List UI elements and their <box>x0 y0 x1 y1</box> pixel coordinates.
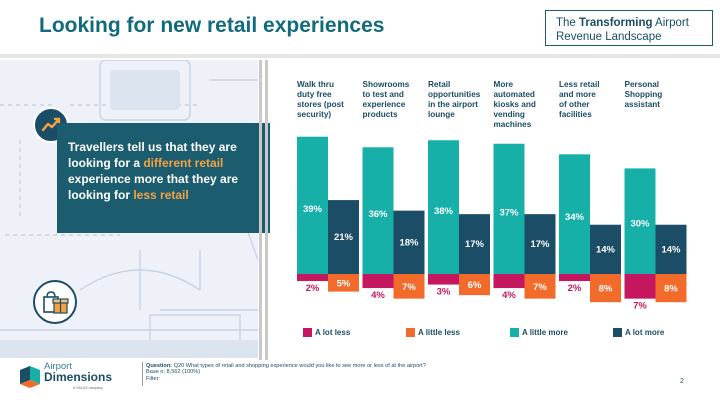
data-label-a-lot-less: 4% <box>371 290 385 301</box>
header-divider <box>0 54 720 58</box>
panel-separator <box>265 60 268 360</box>
bar-a-little-more <box>297 136 328 274</box>
legend-swatch-a-little-less <box>406 328 415 337</box>
data-label-a-little-more: 34% <box>565 212 585 223</box>
bar-a-little-more <box>559 154 590 274</box>
data-label-a-lot-more: 17% <box>530 239 550 250</box>
bar-a-lot-less <box>493 274 525 289</box>
data-label-a-little-more: 39% <box>303 204 323 215</box>
logo-tagline: A SALUS company <box>73 386 103 390</box>
category-label: kiosks and <box>494 100 536 109</box>
airport-illustration <box>0 60 258 358</box>
category-label: security) <box>297 110 331 119</box>
footer-divider <box>142 362 143 386</box>
bar-a-lot-more <box>459 214 490 274</box>
data-label-a-lot-more: 18% <box>399 237 419 248</box>
data-label-a-lot-less: 4% <box>502 290 516 301</box>
category-label: machines <box>494 120 532 129</box>
bar-a-lot-less <box>559 274 590 282</box>
legend-swatch-a-little-more <box>510 328 519 337</box>
bar-a-lot-more <box>524 214 556 274</box>
data-label-a-little-more: 30% <box>630 218 650 229</box>
data-label-a-lot-less: 2% <box>306 283 320 294</box>
category-label: automated <box>494 90 535 99</box>
legend-label-a-little-less: A little less <box>418 328 460 337</box>
insight-callout: Travellers tell us that they are looking… <box>57 123 270 233</box>
page-title: Looking for new retail experiences <box>39 14 385 37</box>
bar-a-little-less <box>459 274 490 296</box>
category-label: in the airport <box>428 100 478 109</box>
bar-a-lot-more <box>328 200 359 274</box>
category-label: lounge <box>428 110 455 119</box>
data-label-a-lot-less: 3% <box>437 287 451 298</box>
data-label-a-little-less: 8% <box>599 284 613 295</box>
data-label-a-lot-more: 14% <box>596 244 616 255</box>
data-label-a-lot-less: 7% <box>633 301 647 312</box>
legend-label-a-little-more: A little more <box>522 328 568 337</box>
bar-a-lot-less <box>297 274 328 282</box>
data-label-a-little-more: 38% <box>434 206 454 217</box>
category-label: assistant <box>625 100 661 109</box>
bar-a-little-more <box>493 143 525 274</box>
category-label: Walk thru <box>297 80 334 89</box>
legend-swatch-a-lot-more <box>613 328 622 337</box>
category-label: Shopping <box>625 90 663 99</box>
category-label: opportunities <box>428 90 481 99</box>
data-label-a-little-more: 36% <box>368 209 388 220</box>
bar-a-little-more <box>428 140 459 274</box>
survey-footnote: Question: Q20 What types of retail and s… <box>146 363 426 382</box>
logo-wordmark: Airport Dimensions <box>44 361 113 384</box>
data-label-a-little-less: 7% <box>402 282 416 293</box>
data-label-a-lot-more: 21% <box>334 232 354 243</box>
bar-a-little-less <box>524 274 556 299</box>
category-label: Less retail <box>559 80 600 89</box>
legend-label-a-lot-less: A lot less <box>315 328 351 337</box>
category-label: Retail <box>428 80 450 89</box>
bar-a-lot-more <box>393 210 425 274</box>
data-label-a-lot-more: 17% <box>465 239 485 250</box>
data-label-a-lot-less: 2% <box>568 283 582 294</box>
legend-label-a-lot-more: A lot more <box>625 328 665 337</box>
data-label-a-little-less: 8% <box>664 284 678 295</box>
category-label: Personal <box>625 80 660 89</box>
airport-dimensions-logo <box>18 362 138 394</box>
category-label: facilities <box>559 110 592 119</box>
data-label-a-little-more: 37% <box>499 207 519 218</box>
bar-a-lot-more <box>590 224 621 274</box>
report-subtitle: The Transforming Airport Revenue Landsca… <box>545 10 713 46</box>
bar-a-lot-less <box>624 274 656 299</box>
bar-a-little-less <box>655 274 687 303</box>
page-number: 2 <box>680 378 684 385</box>
data-label-a-little-less: 7% <box>533 282 547 293</box>
bar-a-little-less <box>590 274 621 303</box>
bar-a-lot-more <box>655 224 687 274</box>
category-label: vending <box>494 110 525 119</box>
category-label: and more <box>559 90 596 99</box>
bar-a-little-less <box>328 274 359 292</box>
category-label: More <box>494 80 514 89</box>
panel-separator <box>259 60 262 360</box>
data-label-a-lot-more: 14% <box>661 244 681 255</box>
bar-a-lot-less <box>362 274 394 289</box>
category-label: products <box>363 110 398 119</box>
bar-a-little-more <box>362 147 394 274</box>
category-label: of other <box>559 100 590 109</box>
category-label: experience <box>363 100 406 109</box>
data-label-a-little-less: 6% <box>468 280 482 291</box>
category-label: Showrooms <box>363 80 410 89</box>
category-label: stores (post <box>297 100 344 109</box>
bar-a-little-less <box>393 274 425 299</box>
bar-a-little-more <box>624 168 656 274</box>
legend-swatch-a-lot-less <box>303 328 312 337</box>
shopping-gift-icon <box>33 280 77 324</box>
category-label: to test and <box>363 90 404 99</box>
data-label-a-little-less: 5% <box>337 278 351 289</box>
category-label: duty free <box>297 90 332 99</box>
bar-a-lot-less <box>428 274 459 285</box>
